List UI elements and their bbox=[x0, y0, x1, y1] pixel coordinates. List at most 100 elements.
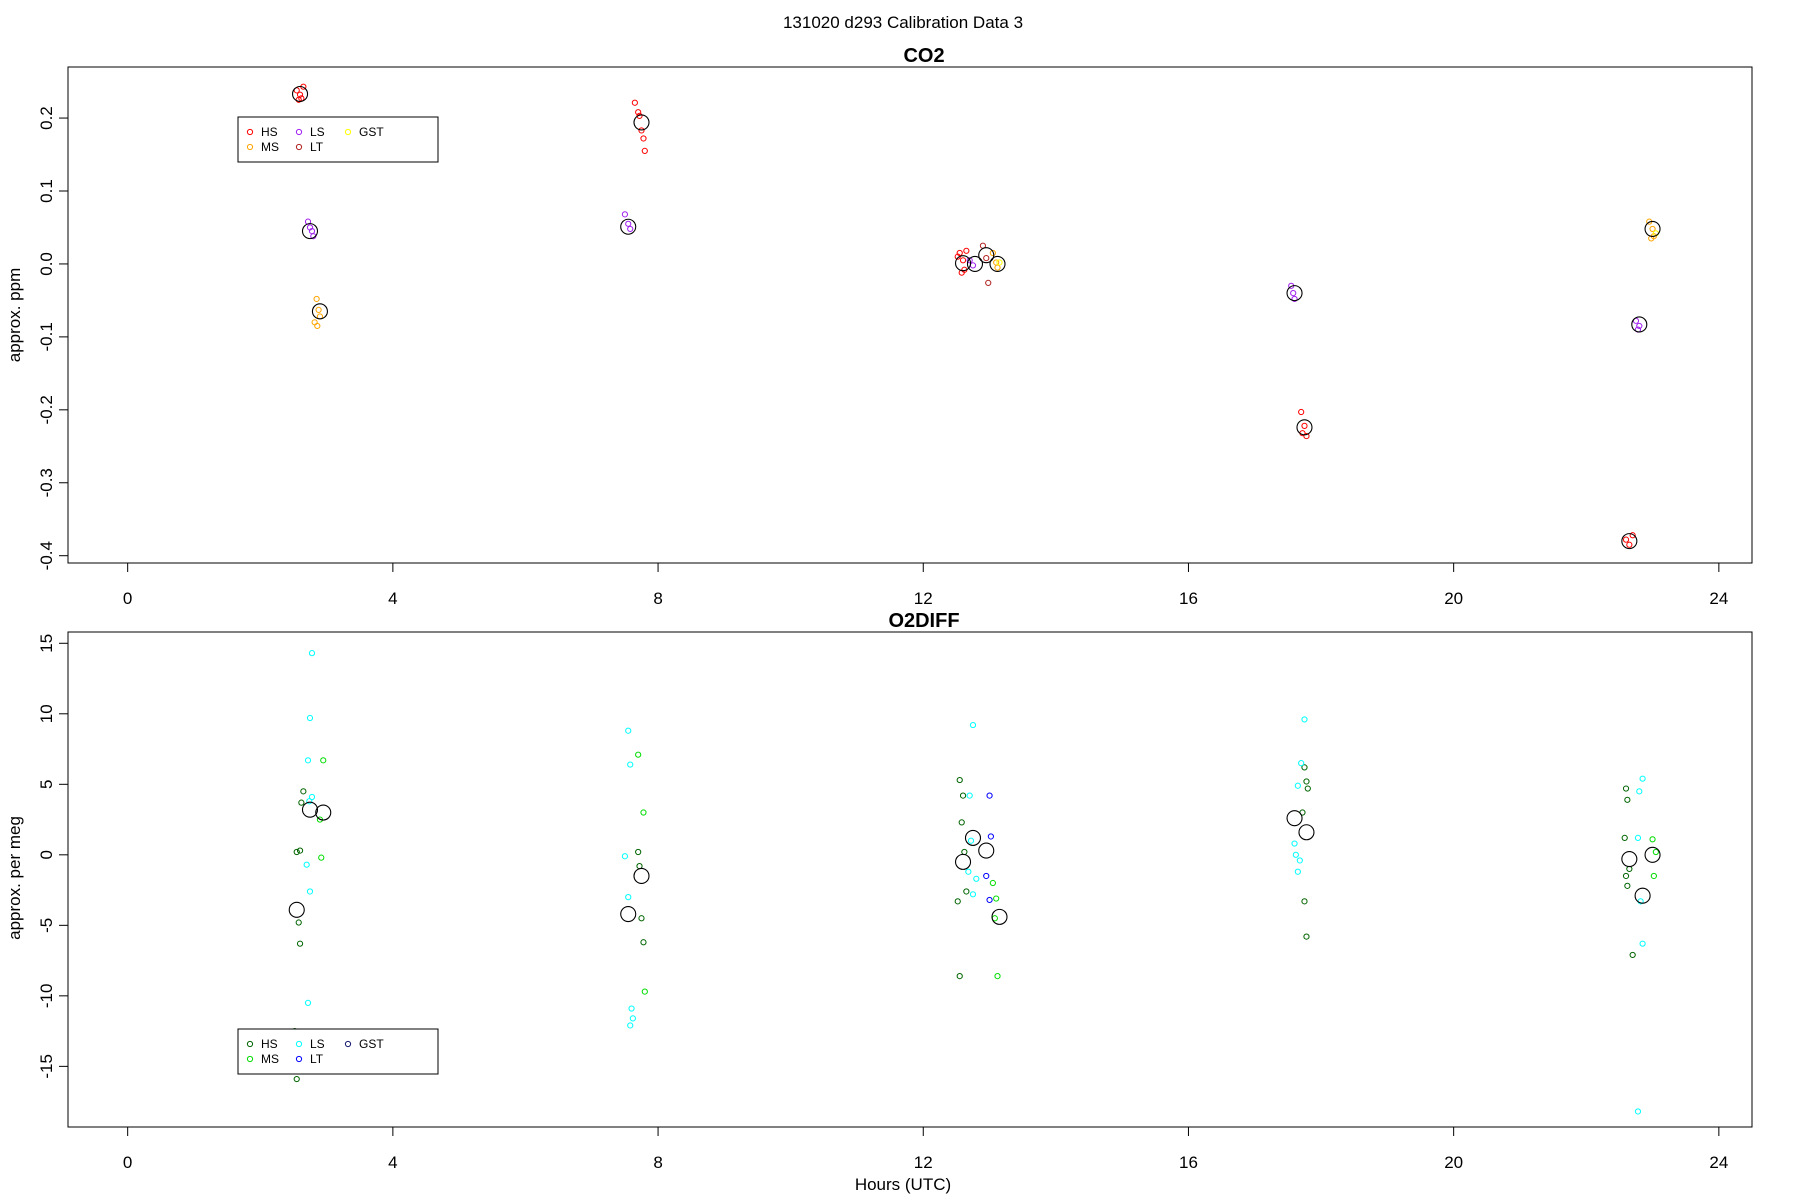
o2diff-point-lt bbox=[987, 833, 994, 840]
o2diff-point-hs bbox=[1304, 785, 1311, 792]
o2diff-point-mean bbox=[978, 842, 995, 859]
o2diff-point-ls bbox=[303, 861, 310, 868]
o2diff-legend-marker-gst bbox=[344, 1040, 352, 1048]
o2diff-point-mean bbox=[288, 901, 305, 918]
co2-point-gst bbox=[996, 259, 1003, 266]
co2-point-ls bbox=[625, 220, 632, 227]
o2diff-legend-label-hs: HS bbox=[261, 1037, 278, 1051]
o2diff-point-hs bbox=[1303, 933, 1310, 940]
co2-legend-marker-lt bbox=[295, 143, 303, 151]
panel-o2diff: O2DIFF approx. per meg 0 4 8 12 16 20 24 -15 -10… bbox=[5, 610, 1753, 1172]
co2-point-ms bbox=[313, 295, 320, 303]
co2-point-hs bbox=[641, 147, 648, 154]
o2diff-y-tick-label: 15 bbox=[37, 634, 56, 653]
o2diff-point-ls bbox=[306, 714, 314, 722]
o2diff-legend-label-ms: MS bbox=[261, 1052, 279, 1066]
co2-point-hs bbox=[963, 247, 970, 254]
o2diff-point-ls bbox=[625, 727, 632, 734]
o2diff-point-ls bbox=[627, 761, 634, 768]
o2diff-point-ls bbox=[1291, 840, 1298, 847]
co2-point-ms bbox=[315, 306, 322, 313]
o2diff-point-ls bbox=[969, 891, 977, 898]
o2diff-point-ls bbox=[969, 721, 977, 729]
co2-point-ms bbox=[994, 264, 1001, 271]
o2diff-point-hs bbox=[1303, 778, 1310, 785]
co2-x-tick-label: 4 bbox=[388, 589, 397, 608]
o2diff-point-hs bbox=[1622, 872, 1630, 880]
o2diff-axes: 0 4 8 12 16 20 24 -15 -10 -5 0 5 10 15 bbox=[37, 634, 1728, 1172]
co2-legend-entry-ms: MS bbox=[246, 140, 279, 154]
co2-point-hs bbox=[640, 135, 647, 142]
co2-point-mean bbox=[291, 85, 309, 103]
co2-x-tick-label: 16 bbox=[1179, 589, 1198, 608]
o2diff-point-mean bbox=[1286, 810, 1303, 827]
o2diff-legend-marker-ls bbox=[295, 1040, 303, 1048]
co2-legend-entry-hs: HS bbox=[246, 125, 278, 139]
o2diff-point-ls bbox=[625, 894, 632, 901]
co2-axes: 0 4 8 12 16 20 24 -0.4 -0.3 -0.2 -0.1 0.0 0.1 0.2 bbox=[37, 106, 1728, 608]
o2diff-y-tick-label: 0 bbox=[37, 850, 56, 859]
co2-point-mean bbox=[954, 255, 972, 272]
o2diff-point-ls bbox=[1294, 782, 1301, 789]
co2-point-ms bbox=[311, 319, 318, 326]
co2-point-ls bbox=[1636, 322, 1643, 330]
o2diff-point-hs bbox=[1621, 834, 1628, 841]
o2diff-point-hs bbox=[959, 792, 967, 799]
o2diff-point-ls bbox=[629, 1015, 636, 1022]
co2-point-ms bbox=[1649, 225, 1656, 233]
o2diff-point-ms bbox=[318, 854, 325, 861]
o2diff-y-tick-label: -5 bbox=[37, 918, 56, 933]
o2diff-x-tick-label: 0 bbox=[123, 1153, 132, 1172]
o2diff-point-hs bbox=[958, 819, 965, 826]
o2diff-point-ms bbox=[1650, 872, 1657, 880]
o2diff-point-ms bbox=[641, 988, 648, 995]
co2-point-ls bbox=[966, 257, 973, 264]
o2diff-point-ls bbox=[306, 798, 313, 805]
o2diff-point-mean bbox=[954, 853, 972, 870]
co2-y-tick-label: -0.3 bbox=[37, 468, 56, 497]
o2diff-point-hs bbox=[956, 973, 963, 980]
o2diff-point-mean bbox=[1644, 846, 1661, 863]
o2diff-point-ls bbox=[304, 757, 312, 764]
co2-x-tick-label: 20 bbox=[1444, 589, 1463, 608]
o2diff-point-hs bbox=[293, 848, 300, 856]
co2-point-mean bbox=[989, 255, 1006, 272]
o2diff-point-hs bbox=[300, 788, 307, 795]
o2diff-point-ls bbox=[973, 875, 980, 882]
o2diff-point-ls bbox=[1636, 788, 1643, 795]
o2diff-legend-entry-ms: MS bbox=[246, 1052, 279, 1066]
o2diff-legend-marker-lt bbox=[295, 1055, 303, 1063]
co2-point-mean bbox=[1644, 220, 1661, 237]
o2diff-point-ms bbox=[994, 973, 1001, 980]
co2-point-mean bbox=[301, 223, 319, 240]
co2-legend-label-ls: LS bbox=[310, 125, 325, 139]
o2diff-point-ls bbox=[1301, 716, 1308, 723]
co2-point-mean bbox=[1286, 285, 1303, 302]
co2-legend-marker-hs bbox=[246, 128, 254, 136]
o2diff-point-hs bbox=[295, 919, 302, 926]
co2-point-ls bbox=[1290, 290, 1297, 297]
co2-point-ms bbox=[989, 249, 996, 257]
o2diff-point-mean bbox=[991, 908, 1008, 925]
o2diff-point-hs bbox=[1622, 785, 1630, 792]
co2-legend-label-ms: MS bbox=[261, 140, 279, 154]
o2diff-point-hs bbox=[1626, 865, 1633, 873]
co2-y-tick-label: 0.2 bbox=[37, 106, 56, 130]
o2diff-legend-marker-ms bbox=[246, 1055, 254, 1063]
co2-point-mean bbox=[966, 255, 984, 272]
o2diff-y-tick-label: -15 bbox=[37, 1054, 56, 1079]
co2-point-ls bbox=[969, 262, 977, 269]
co2-x-tick-label: 8 bbox=[653, 589, 662, 608]
o2diff-point-ls bbox=[627, 1022, 634, 1029]
co2-point-hs bbox=[1626, 541, 1633, 548]
figure-title: 131020 d293 Calibration Data 3 bbox=[783, 13, 1023, 32]
o2diff-point-ls bbox=[304, 999, 312, 1006]
o2diff-point-mean bbox=[620, 906, 637, 923]
co2-y-tick-label: -0.4 bbox=[37, 541, 56, 570]
o2diff-point-hs bbox=[954, 898, 961, 905]
co2-legend-label-hs: HS bbox=[261, 125, 278, 139]
co2-legend: HS MS LS LT GST bbox=[237, 116, 439, 163]
o2diff-point-ls bbox=[306, 888, 314, 895]
o2diff-point-mean bbox=[301, 801, 319, 818]
co2-point-hs bbox=[638, 127, 645, 134]
